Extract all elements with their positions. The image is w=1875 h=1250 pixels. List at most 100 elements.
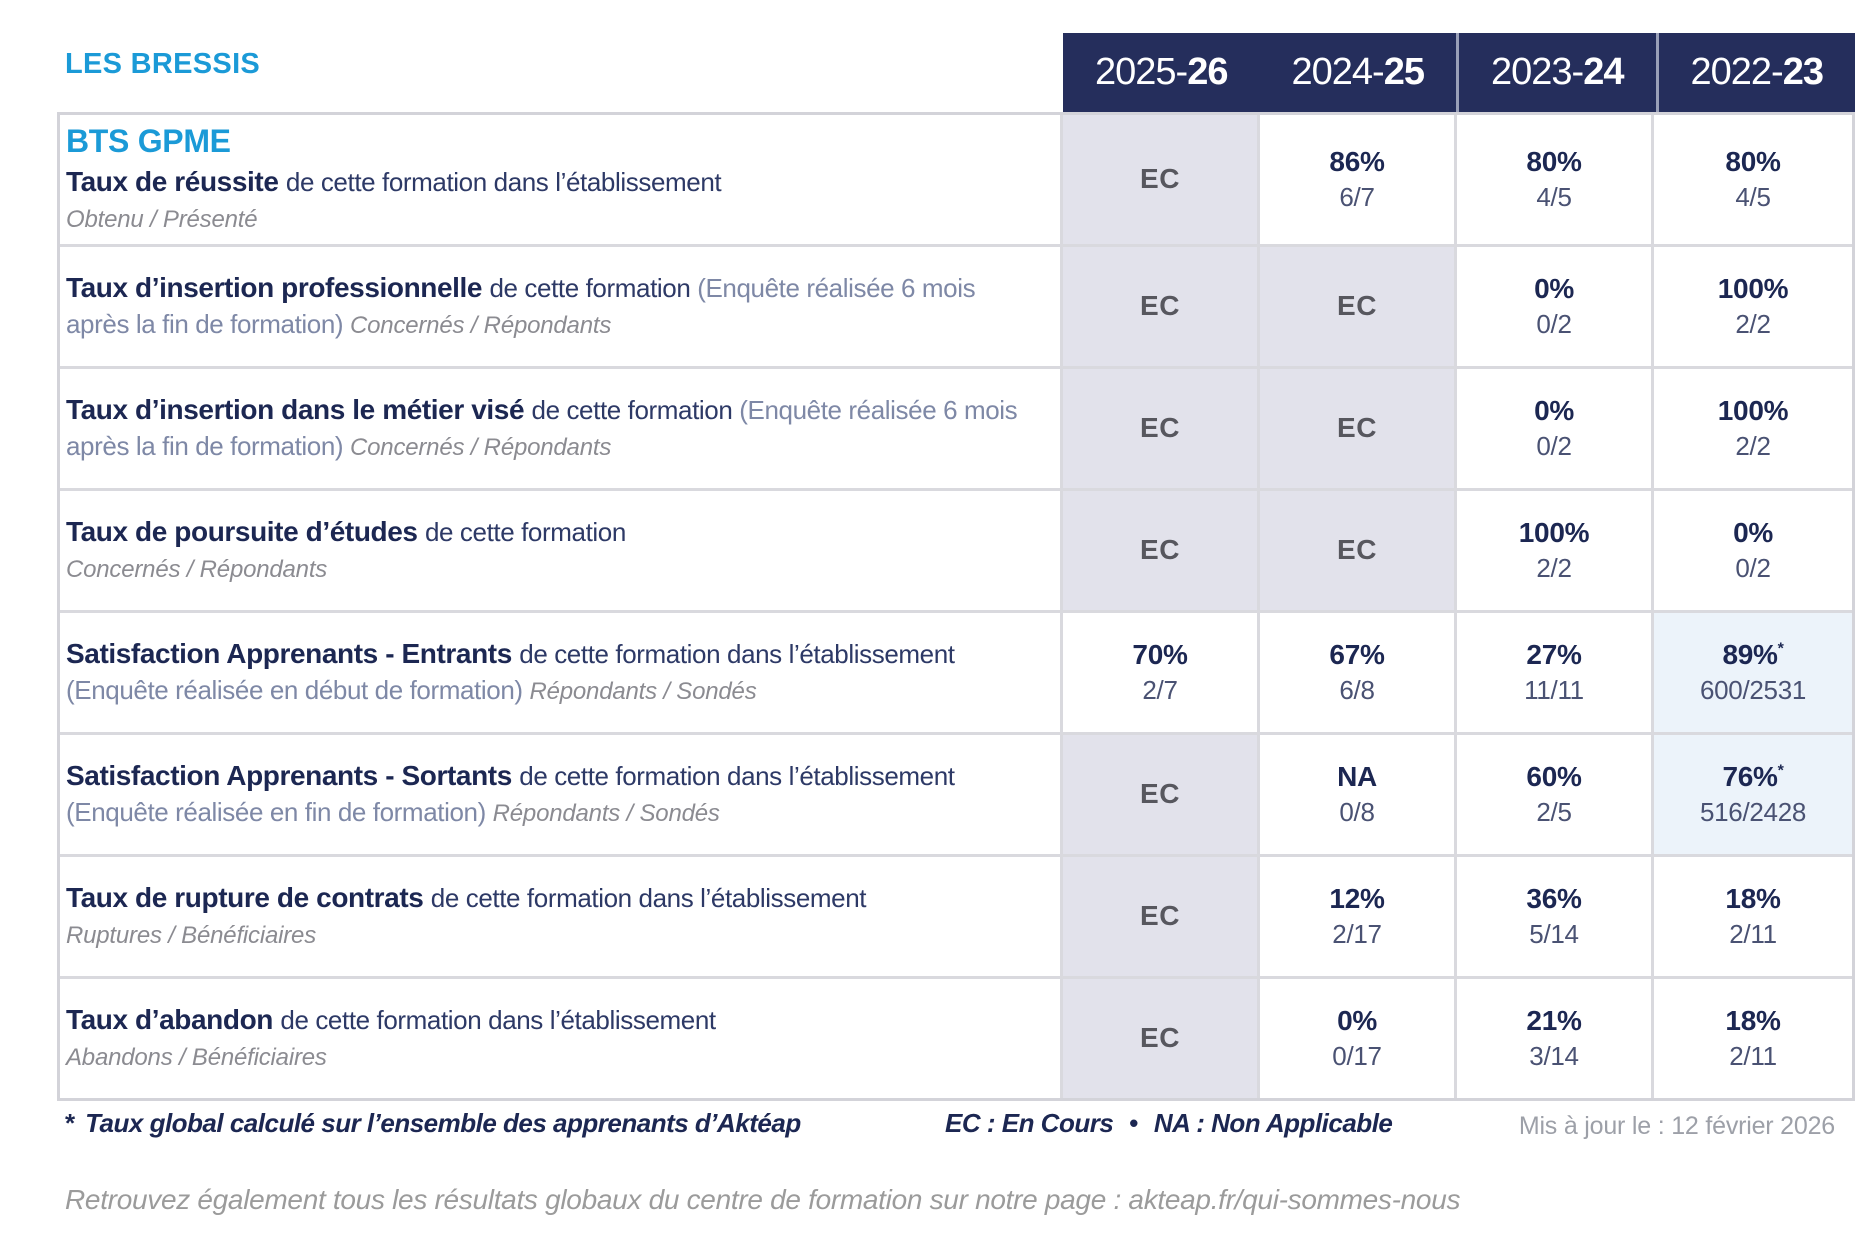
site-name: LES BRESSIS [65, 48, 261, 80]
cell-value: 80% 4/5 [1454, 115, 1651, 244]
indicator-description: de cette formation dans l’établissement [285, 167, 722, 197]
table-row: Satisfaction Apprenants - Sortants de ce… [60, 731, 1852, 854]
ratio-value: 0/8 [1339, 796, 1375, 827]
row-label: Satisfaction Apprenants - Sortants de ce… [60, 735, 1060, 854]
table-row: Taux d’abandon de cette formation dans l… [60, 975, 1852, 1098]
percentage-value: 27% [1526, 638, 1582, 670]
row-label: Taux d’insertion professionnelle de cett… [60, 247, 1060, 366]
ec-label: EC [1140, 163, 1180, 195]
percentage-value: 18% [1725, 882, 1781, 914]
cell-value: 18% 2/11 [1651, 856, 1852, 976]
bullet-separator: • [1129, 1108, 1138, 1138]
indicator-ratio-legend: Répondants / Sondés [492, 800, 720, 828]
indicator-survey-note: (Enquête réalisée 6 mois après la fin de… [66, 395, 1018, 462]
percentage-value: 0% [1733, 516, 1773, 548]
global-rate-asterisk: * [1777, 762, 1784, 780]
ratio-value: 0/2 [1536, 430, 1572, 461]
indicator-ratio-legend: Obtenu / Présenté [66, 205, 258, 233]
percentage-value: 67% [1329, 638, 1385, 670]
ec-label: EC [1140, 1022, 1180, 1054]
percentage-value: 89%* [1722, 638, 1784, 670]
indicator-survey-note: (Enquête réalisée 6 mois après la fin de… [66, 273, 976, 340]
indicator-ratio-legend: Abandons / Bénéficiaires [66, 1044, 327, 1072]
ec-label: EC [1140, 534, 1180, 566]
ratio-value: 4/5 [1735, 181, 1771, 212]
table-row: Taux de poursuite d’études de cette form… [60, 487, 1852, 610]
row-label: Taux de poursuite d’études de cette form… [60, 491, 1060, 610]
indicator-description: de cette formation [531, 395, 740, 426]
global-results-url[interactable]: akteap.fr/qui-sommes-nous [1128, 1184, 1461, 1215]
year-header-row: 2025- 26 2024- 25 2023- 24 2022- 23 [1063, 33, 1855, 112]
indicator-ratio-legend: Concernés / Répondants [350, 312, 612, 340]
cell-value: 21% 3/14 [1454, 978, 1651, 1098]
year-column-header: 2022- 23 [1655, 33, 1855, 112]
indicator-survey-note: (Enquête réalisée en fin de formation) [66, 797, 493, 828]
ec-label: EC [1337, 412, 1377, 444]
ratio-value: 6/8 [1339, 674, 1375, 705]
table-row: Taux d’insertion dans le métier visé de … [60, 365, 1852, 488]
indicator-title: Satisfaction Apprenants - Sortants [66, 760, 520, 792]
updated-date: Mis à jour le : 12 février 2026 [1518, 1112, 1835, 1140]
ec-label: EC [1337, 534, 1377, 566]
indicator-description: de cette formation dans l’établissement [519, 761, 955, 792]
footnote-text: Taux global calculé sur l’ensemble des a… [85, 1108, 801, 1138]
ratio-value: 3/14 [1529, 1040, 1579, 1071]
percentage-value: 100% [1518, 516, 1590, 548]
ratio-value: 0/2 [1536, 308, 1572, 339]
ratio-value: 2/2 [1536, 552, 1572, 583]
cell-value: 100% 2/2 [1454, 490, 1651, 610]
global-results-note: Retrouvez également tous les résultats g… [65, 1184, 1460, 1216]
percentage-value: 100% [1717, 272, 1789, 304]
table-row: Satisfaction Apprenants - Entrants de ce… [60, 609, 1852, 732]
year-column-header: 2024- 25 [1259, 33, 1456, 112]
indicator-title: Taux d’insertion professionnelle [66, 272, 490, 304]
year-column-header: 2025- 26 [1063, 33, 1260, 112]
ec-label: EC [1337, 290, 1377, 322]
ratio-value: 5/14 [1529, 918, 1579, 949]
cell-value: 86% 6/7 [1257, 115, 1454, 244]
percentage-value: 100% [1717, 394, 1789, 426]
cell-in-progress: EC [1060, 978, 1257, 1098]
percentage-value: 0% [1534, 394, 1574, 426]
cell-value: 60% 2/5 [1454, 734, 1651, 854]
cell-in-progress: EC [1257, 368, 1454, 488]
ratio-value: 2/2 [1735, 430, 1771, 461]
ratio-value: 2/7 [1142, 674, 1178, 705]
table-row: Taux de rupture de contrats de cette for… [60, 853, 1852, 976]
cell-value: 36% 5/14 [1454, 856, 1651, 976]
percentage-value: 70% [1132, 638, 1188, 670]
ec-label: EC [1140, 778, 1180, 810]
cell-value: 100% 2/2 [1651, 246, 1852, 366]
indicator-description: de cette formation dans l’établissement [280, 1005, 716, 1036]
ratio-value: 0/2 [1735, 552, 1771, 583]
cell-in-progress: EC [1060, 856, 1257, 976]
cell-in-progress: EC [1060, 734, 1257, 854]
program-title: BTS GPME [66, 123, 231, 159]
year-column-header: 2023- 24 [1456, 33, 1656, 112]
indicator-survey-note: (Enquête réalisée en début de formation) [66, 675, 530, 706]
cell-value: 67% 6/8 [1257, 612, 1454, 732]
cell-in-progress: EC [1060, 115, 1257, 244]
cell-value: 0% 0/2 [1651, 490, 1852, 610]
cell-value: 0% 0/2 [1454, 368, 1651, 488]
table-row: Taux d’insertion professionnelle de cett… [60, 243, 1852, 366]
indicator-description: de cette formation dans l’établissement [430, 883, 867, 914]
cell-value: 18% 2/11 [1651, 978, 1852, 1098]
cell-in-progress: EC [1060, 246, 1257, 366]
indicator-title: Taux de rupture de contrats [66, 882, 431, 914]
indicator-title: Taux de réussite [66, 166, 286, 197]
row-label: Taux d’insertion dans le métier visé de … [60, 369, 1060, 488]
indicator-description: de cette formation [489, 273, 698, 304]
cell-value: 27% 11/11 [1454, 612, 1651, 732]
cell-value: 0% 0/2 [1454, 246, 1651, 366]
cell-value-global: 89%* 600/2531 [1651, 612, 1852, 732]
cell-in-progress: EC [1257, 490, 1454, 610]
indicator-title: Taux d’abandon [66, 1004, 281, 1036]
ec-label: EC [1140, 290, 1180, 322]
percentage-value: 0% [1337, 1004, 1377, 1036]
ratio-value: 2/11 [1729, 1040, 1777, 1071]
ratio-value: 600/2531 [1699, 674, 1807, 705]
indicator-ratio-legend: Répondants / Sondés [529, 678, 757, 706]
cell-value: 70% 2/7 [1060, 612, 1257, 732]
